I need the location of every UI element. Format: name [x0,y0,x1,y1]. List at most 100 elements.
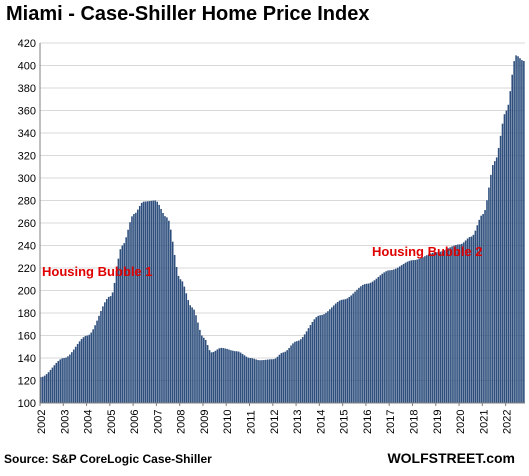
y-tick-label: 280 [18,196,36,208]
bar [323,314,325,404]
bar [202,337,205,403]
bar [350,295,352,403]
bar [76,343,79,403]
bar [67,356,69,403]
bar [365,283,368,403]
bar [90,332,93,403]
bar [222,347,224,403]
bar [352,293,354,403]
bar [381,273,384,403]
bar [348,297,351,403]
axes [39,43,525,404]
bar [319,315,321,403]
bar [519,58,521,403]
bar [105,299,108,403]
bar [96,320,98,403]
gridlines [40,42,525,404]
y-tick-label: 100 [18,398,36,410]
bar [40,377,42,404]
bar [255,359,257,403]
bar [497,147,500,403]
y-tick-label: 420 [18,38,36,50]
bar [179,279,182,403]
bar [513,61,515,404]
x-tick-label: 2016 [362,410,374,434]
bar [276,356,279,403]
x-tick-label: 2020 [455,410,467,434]
bar [98,315,100,403]
bar [313,319,316,403]
bar [57,361,60,403]
bar [107,296,110,403]
bar [379,275,382,403]
bar [286,350,288,404]
bar [288,347,290,403]
bar [265,359,267,403]
bar [138,206,141,403]
bar [327,311,329,403]
bar [72,349,75,403]
bar [123,243,126,403]
bar [404,262,407,403]
x-tick-label: 2014 [315,410,327,434]
bar [230,350,232,403]
bar [201,335,203,403]
bar [43,375,46,403]
bar [86,335,89,403]
bar [239,352,242,403]
bar [156,201,158,403]
bar [414,260,417,403]
y-tick-label: 300 [18,173,36,185]
bar [329,309,331,403]
bar [109,296,112,404]
bar [113,282,116,403]
y-tick-label: 160 [18,331,36,343]
bar [154,200,157,403]
bar [428,254,430,403]
bar [492,165,494,403]
bar [460,243,463,403]
bar [521,60,523,403]
bar [294,341,296,403]
bar [490,174,492,403]
y-tick-label: 340 [18,128,36,140]
x-tick-labels: 2002 2003 2004 2005 2006 2007 2008 2009 2010 2011… [36,403,514,434]
bar [162,212,164,403]
bar [298,340,300,403]
bar [235,351,238,403]
bar [377,277,380,403]
bar [317,315,320,403]
bar [439,251,442,403]
bar [484,210,486,403]
bar [488,187,490,403]
bar [208,350,211,404]
bar [241,353,244,403]
bar [340,299,343,403]
source-note: Source: S&P CoreLogic Case-Shiller [4,452,212,466]
bar [400,265,403,403]
bar [84,335,87,403]
y-tick-label: 140 [18,353,36,365]
bar [247,357,250,403]
x-tick-label: 2003 [59,410,71,434]
bar [270,359,273,403]
bar [175,266,178,403]
bar [292,343,294,404]
bar [59,359,61,403]
bar [144,201,147,403]
bar [356,289,358,403]
bar [373,280,376,403]
bar [363,284,366,403]
x-tick-label: 2017 [385,410,397,434]
bar [272,359,275,404]
bar [501,123,504,403]
bar [261,360,263,403]
bar [51,367,54,403]
bar [187,300,190,403]
bar [470,236,473,403]
bar [451,246,453,403]
bar [224,348,226,403]
bar [181,281,184,403]
bar [266,359,269,403]
bar [71,352,73,403]
